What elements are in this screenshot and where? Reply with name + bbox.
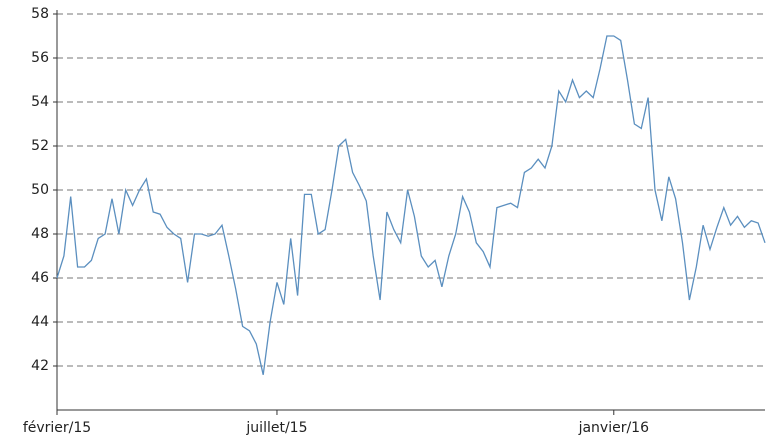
y-tick-label: 58 xyxy=(31,6,49,22)
y-tick-label: 50 xyxy=(31,182,49,198)
x-tick-label: février/15 xyxy=(23,420,91,436)
y-tick-label: 48 xyxy=(31,226,49,242)
data-line xyxy=(56,35,766,375)
y-tick-label: 42 xyxy=(31,358,49,374)
y-tick-label: 56 xyxy=(31,50,49,66)
y-tick-label: 54 xyxy=(31,94,49,110)
x-tick-label: juillet/15 xyxy=(245,420,307,436)
x-tick-label: janvier/16 xyxy=(578,420,650,436)
y-tick-label: 46 xyxy=(31,270,49,286)
y-tick-label: 44 xyxy=(31,314,49,330)
y-tick-label: 52 xyxy=(31,138,49,154)
